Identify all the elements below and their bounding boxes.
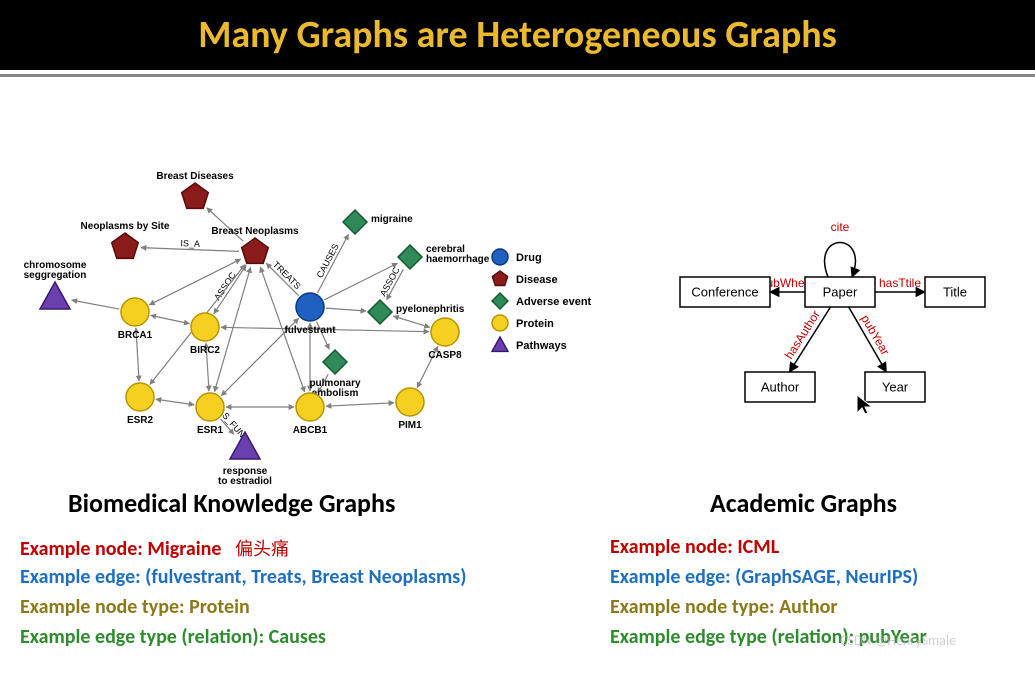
slide-title: Many Graphs are Heterogeneous Graphs: [198, 12, 837, 58]
biomedical-diagram: IS_ATREATSCAUSESASSOCASSOCHAS_FUNCBreast…: [10, 157, 620, 487]
bio-example-edge: Example edge: (fulvestrant, Treats, Brea…: [20, 565, 466, 589]
svg-text:cite: cite: [831, 220, 850, 234]
svg-text:PIM1: PIM1: [398, 420, 422, 431]
bio-example-node-text: Example node: Migraine: [20, 537, 221, 561]
svg-text:Adverse event: Adverse event: [516, 296, 592, 308]
svg-text:pubYear: pubYear: [858, 312, 892, 357]
svg-text:fulvestrant: fulvestrant: [284, 325, 336, 336]
svg-text:Paper: Paper: [823, 284, 858, 299]
svg-text:BIRC2: BIRC2: [190, 345, 220, 356]
svg-text:CASP8: CASP8: [428, 350, 462, 361]
svg-text:Conference: Conference: [691, 284, 758, 299]
svg-text:BRCA1: BRCA1: [118, 330, 153, 341]
svg-text:Breast Diseases: Breast Diseases: [156, 171, 234, 182]
bio-example-node-type: Example node type: Protein: [20, 595, 250, 619]
svg-text:Drug: Drug: [516, 252, 542, 264]
bio-example-node: Example node: Migraine 偏头痛: [20, 535, 289, 561]
svg-text:ESR1: ESR1: [197, 425, 224, 436]
svg-text:Author: Author: [761, 379, 800, 394]
svg-text:Year: Year: [882, 379, 909, 394]
title-bar: Many Graphs are Heterogeneous Graphs: [0, 0, 1035, 70]
svg-text:hasAuthor: hasAuthor: [782, 308, 823, 362]
svg-text:Protein: Protein: [516, 318, 554, 330]
content-area: IS_ATREATSCAUSESASSOCASSOCHAS_FUNCBreast…: [0, 77, 1035, 677]
acad-example-node: Example node: ICML: [610, 535, 779, 559]
academic-diagram: citepubWherehasTtilehasAuthorpubYearConf…: [640, 162, 1020, 442]
svg-text:Neoplasms by Site: Neoplasms by Site: [81, 221, 170, 232]
svg-text:pyelonephritis: pyelonephritis: [396, 304, 465, 315]
svg-text:haemorrhage: haemorrhage: [426, 254, 490, 265]
svg-text:TREATS: TREATS: [271, 259, 303, 291]
svg-text:IS_A: IS_A: [180, 238, 200, 249]
bio-example-edge-type: Example edge type (relation): Causes: [20, 625, 326, 649]
svg-text:seggregation: seggregation: [24, 270, 87, 281]
academic-section-title: Academic Graphs: [710, 487, 897, 519]
cursor-icon: [854, 393, 878, 417]
svg-text:to estradiol: to estradiol: [218, 476, 272, 487]
acad-example-node-type: Example node type: Author: [610, 595, 837, 619]
svg-text:ABCB1: ABCB1: [293, 425, 328, 436]
svg-text:migraine: migraine: [371, 214, 413, 225]
svg-text:Breast Neoplasms: Breast Neoplasms: [211, 226, 299, 237]
bio-annotation: 偏头痛: [235, 539, 289, 559]
svg-text:Pathways: Pathways: [516, 340, 567, 352]
acad-example-edge: Example edge: (GraphSAGE, NeurIPS): [610, 565, 918, 589]
svg-text:Disease: Disease: [516, 274, 558, 286]
biomedical-section-title: Biomedical Knowledge Graphs: [68, 487, 395, 519]
svg-text:Title: Title: [943, 284, 967, 299]
svg-text:hasTtile: hasTtile: [879, 276, 921, 290]
svg-text:ESR2: ESR2: [127, 415, 154, 426]
watermark: CSDN @HenrySmale: [840, 632, 956, 649]
